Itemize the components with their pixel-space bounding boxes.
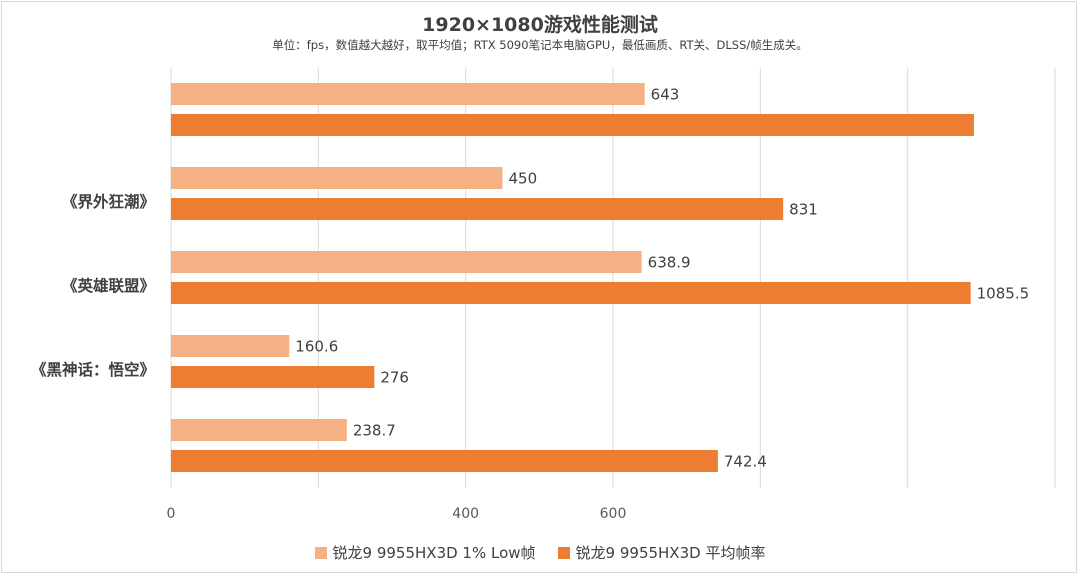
legend-item-1pct-low: 锐龙9 9955HX3D 1% Low帧	[314, 542, 536, 563]
data-label: 276	[380, 369, 409, 387]
legend-label-1pct-low: 锐龙9 9955HX3D 1% Low帧	[332, 544, 536, 562]
category-label: 《界外狂潮》	[62, 192, 155, 211]
bar-series-1-cat-0	[171, 114, 974, 136]
bar-series-0-cat-1	[171, 167, 503, 189]
category-label: 《黑神话：悟空》	[31, 360, 155, 379]
x-tick-label: 600	[600, 506, 627, 522]
bar-series-0-cat-2	[171, 251, 642, 273]
legend-label-average: 锐龙9 9955HX3D 平均帧率	[575, 544, 766, 562]
data-label: 638.9	[648, 254, 691, 272]
data-label: 1085.5	[977, 285, 1029, 303]
legend: 锐龙9 9955HX3D 1% Low帧 锐龙9 9955HX3D 平均帧率	[0, 542, 1080, 563]
x-tick-label: 0	[167, 506, 176, 522]
data-label: 742.4	[724, 453, 767, 471]
bar-series-1-cat-2	[171, 282, 971, 304]
data-label: 831	[789, 201, 818, 219]
bar-series-1-cat-4	[171, 450, 718, 472]
legend-swatch-average	[557, 546, 570, 559]
chart-title: 1920×1080游戏性能测试	[422, 14, 658, 36]
legend-swatch-1pct-low	[314, 546, 327, 559]
category-label: 《英雄联盟》	[62, 276, 155, 295]
legend-item-average: 锐龙9 9955HX3D 平均帧率	[557, 542, 766, 563]
data-label: 238.7	[353, 422, 396, 440]
bar-series-1-cat-1	[171, 198, 784, 220]
bar-series-1-cat-3	[171, 366, 375, 388]
x-tick-label: 400	[452, 506, 479, 522]
bar-series-0-cat-0	[171, 83, 645, 105]
bar-series-0-cat-4	[171, 419, 347, 441]
data-label: 450	[509, 170, 538, 188]
data-label: 160.6	[295, 338, 338, 356]
chart-subtitle: 单位：fps，数值越大越好，取平均值；RTX 5090笔记本电脑GPU，最低画质…	[272, 38, 808, 52]
bar-series-0-cat-3	[171, 335, 290, 357]
data-label: 643	[651, 86, 680, 104]
